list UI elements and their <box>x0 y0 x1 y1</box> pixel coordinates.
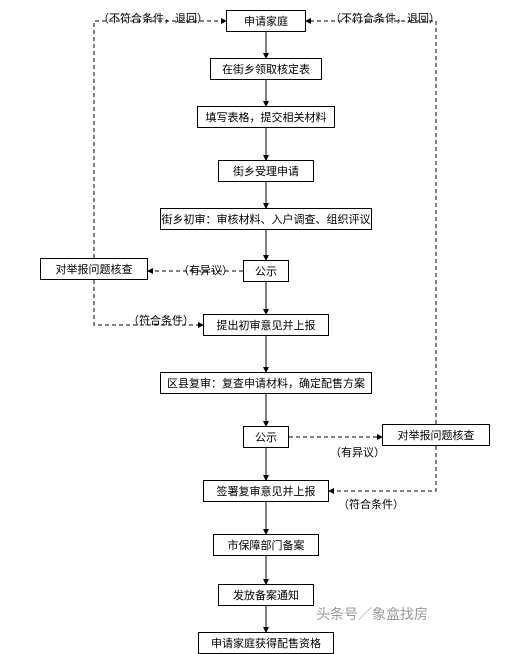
node-apply-family: 申请家庭 <box>226 10 306 32</box>
node-get-form: 在街乡领取核定表 <box>210 58 322 80</box>
node-submit-initial: 提出初审意见并上报 <box>203 314 329 336</box>
node-issue-notice: 发放备案通知 <box>218 584 314 606</box>
node-report-check-2: 对举报问题核查 <box>382 424 490 446</box>
node-accept-application: 街乡受理申请 <box>218 160 314 182</box>
label-return-right: （不符合条件，退回） <box>330 10 440 26</box>
label-objection-2: （有异议） <box>330 444 385 460</box>
label-return-left: （不符合条件，退回） <box>98 10 208 26</box>
watermark: 头条号／象盒找房 <box>316 604 428 624</box>
node-sign-submit: 签署复审意见并上报 <box>203 480 329 502</box>
label-qualified-1: （符合条件） <box>128 312 194 328</box>
node-fill-submit: 填写表格，提交相关材料 <box>197 106 335 128</box>
node-publicity-1: 公示 <box>243 260 289 282</box>
node-report-check-1: 对举报问题核查 <box>40 258 148 280</box>
label-qualified-2: （符合条件） <box>338 496 404 512</box>
label-objection-1: （有异议） <box>178 262 233 278</box>
node-publicity-2: 公示 <box>243 426 289 448</box>
node-initial-review: 街乡初审：审核材料、入户调查、组织评议 <box>160 208 372 230</box>
node-county-review: 区县复审：复查申请材料，确定配售方案 <box>160 372 372 394</box>
node-city-record: 市保障部门备案 <box>213 534 319 556</box>
